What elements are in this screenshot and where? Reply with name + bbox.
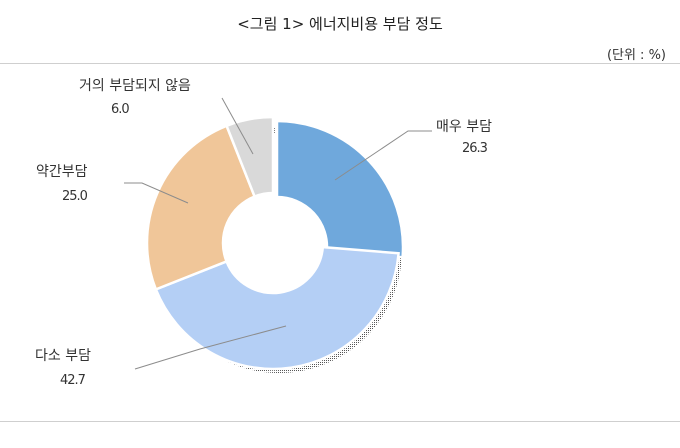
leader-line xyxy=(221,97,254,155)
label-yakgan-budam: 약간부담 xyxy=(36,164,88,180)
value-yakgan-budam: 25.0 xyxy=(62,189,88,204)
label-maeu-budam: 매우 부담 xyxy=(436,119,492,135)
top-divider xyxy=(0,63,680,64)
leader-line xyxy=(134,325,287,370)
slice-maeu-budam xyxy=(275,119,405,259)
slice-geoui-budam-doeji-anheum xyxy=(224,115,275,199)
unit-label: (단위 : %) xyxy=(606,48,666,63)
chart-title: <그림 1> 에너지비용 부담 정도 xyxy=(237,15,443,33)
bottom-divider xyxy=(0,421,680,422)
value-geoui-budam-doeji-anheum: 6.0 xyxy=(111,102,129,117)
leader-line xyxy=(334,130,432,181)
slice-yakgan-budam xyxy=(145,124,257,292)
leader-line xyxy=(124,182,189,204)
label-daso-budam: 다소 부담 xyxy=(35,348,91,364)
value-daso-budam: 42.7 xyxy=(60,373,86,388)
label-geoui-budam-doeji-anheum: 거의 부담되지 않음 xyxy=(79,78,191,94)
slice-daso-budam xyxy=(154,245,400,371)
value-maeu-budam: 26.3 xyxy=(462,141,488,156)
